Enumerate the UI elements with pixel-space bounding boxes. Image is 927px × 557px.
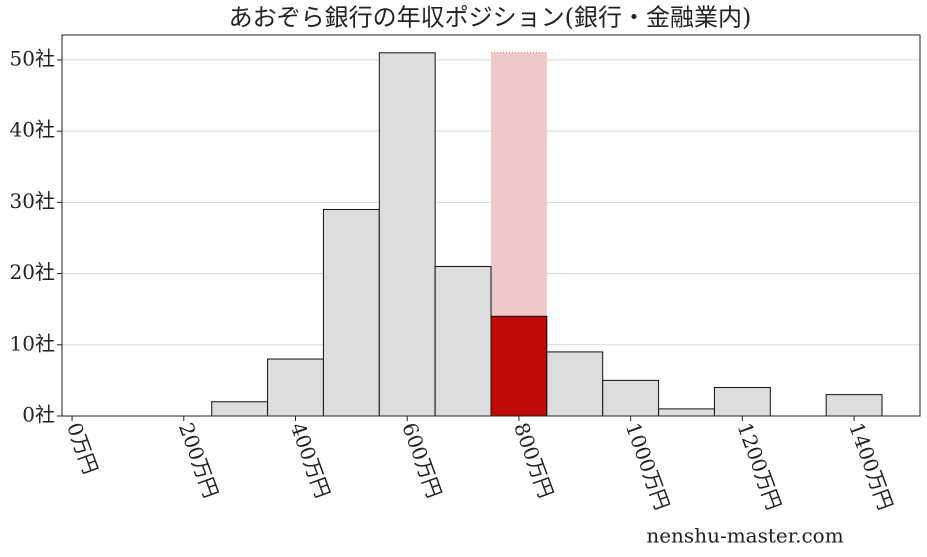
y-tick-label: 20社 (10, 260, 55, 284)
bar (602, 379, 660, 417)
x-tick-label: 400万円 (286, 419, 335, 501)
y-tick-label: 30社 (10, 189, 55, 213)
bar (211, 401, 269, 417)
y-tick-label: 50社 (10, 46, 55, 70)
bar (267, 358, 324, 417)
bar (490, 315, 548, 417)
y-tick-label: 40社 (10, 118, 55, 142)
bar (658, 408, 715, 417)
bar (825, 394, 883, 417)
plot-frame (61, 34, 921, 417)
y-tick-label: 0社 (22, 403, 55, 427)
x-tick-label: 1400万円 (844, 419, 898, 513)
chart-title: あおぞら銀行の年収ポジション(銀行・金融業内) (229, 4, 752, 32)
x-tick-label: 1200万円 (733, 419, 787, 513)
bar (546, 351, 604, 417)
x-tick-label: 200万円 (174, 419, 223, 501)
bar (378, 52, 436, 417)
bar (434, 265, 492, 417)
x-tick-label: 1000万円 (621, 419, 675, 513)
x-tick-label: 800万円 (509, 419, 558, 501)
y-tick-label: 10社 (10, 331, 55, 355)
x-tick-label: 0万円 (62, 419, 103, 477)
x-tick-label: 600万円 (397, 419, 446, 501)
watermark: nenshu-master.com (646, 524, 843, 548)
bar (322, 208, 380, 417)
bar (713, 387, 771, 417)
